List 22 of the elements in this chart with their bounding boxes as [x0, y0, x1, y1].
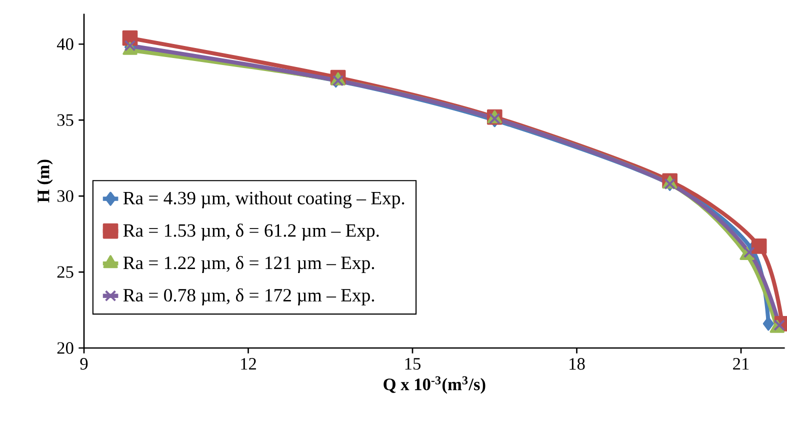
y-tick-label: 30: [57, 190, 74, 202]
x-tick-label: 9: [80, 358, 88, 370]
y-tick-label: 35: [57, 114, 74, 126]
point: [488, 112, 500, 124]
point: [762, 316, 774, 331]
x-tick-label: 21: [733, 358, 749, 370]
legend-label: Ra = 4.39 µm, without coating – Exp.: [123, 191, 404, 208]
point: [751, 238, 767, 254]
point: [744, 246, 755, 258]
legend-label: Ra = 0.78 µm, δ = 172 µm – Exp.: [123, 288, 374, 306]
x-tick-label: 18: [570, 358, 585, 370]
point: [124, 40, 136, 52]
x-tick-label: 12: [241, 358, 256, 370]
y-tick-label: 25: [57, 266, 74, 278]
point: [332, 74, 344, 86]
y-tick-label: 40: [56, 38, 74, 50]
y-tick-label: 20: [57, 342, 74, 354]
y-axis-title: H (m): [37, 160, 53, 202]
legend-label: Ra = 1.53 µm, δ = 61.2 µm – Exp.: [123, 224, 379, 241]
legend-label: Ra = 1.22 µm, δ = 121 µm – Exp.: [123, 256, 374, 273]
x-tick-label: 15: [405, 358, 420, 370]
text: Q x 10$^{-3}$(m$^{3}$/s): [384, 376, 486, 394]
